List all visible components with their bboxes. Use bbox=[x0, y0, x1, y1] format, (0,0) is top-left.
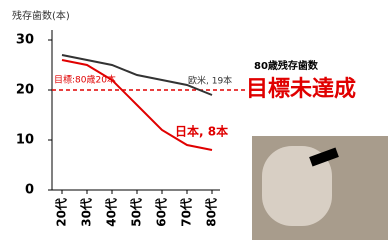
y-tick-label: 10 bbox=[16, 133, 34, 148]
x-tick-label: 70代 bbox=[179, 198, 194, 227]
line-label: 日本, 8本 bbox=[175, 124, 228, 139]
headline: 目標未達成 bbox=[246, 76, 356, 102]
chart: 残存歯数(本) 80歳残存歯数 目標未達成 0 10 20 30 20代 30代 40代 50… bbox=[0, 0, 388, 240]
y-tick-label: 30 bbox=[16, 33, 34, 48]
x-tick-label: 60代 bbox=[154, 198, 169, 227]
x-tick-label: 80代 bbox=[204, 198, 219, 227]
line-label: 欧米, 19本 bbox=[188, 75, 232, 87]
side-title: 80歳残存歯数 bbox=[254, 59, 319, 72]
reference-label: 目標:80歳20本 bbox=[54, 74, 116, 86]
x-tick-label: 50代 bbox=[129, 198, 144, 227]
x-tick-label: 30代 bbox=[79, 198, 94, 227]
x-tick-label: 20代 bbox=[54, 198, 69, 227]
x-tick-label: 40代 bbox=[104, 198, 119, 227]
y-axis-label: 残存歯数(本) bbox=[12, 9, 70, 22]
y-tick-label: 20 bbox=[16, 83, 34, 98]
y-tick-label: 0 bbox=[25, 183, 34, 198]
